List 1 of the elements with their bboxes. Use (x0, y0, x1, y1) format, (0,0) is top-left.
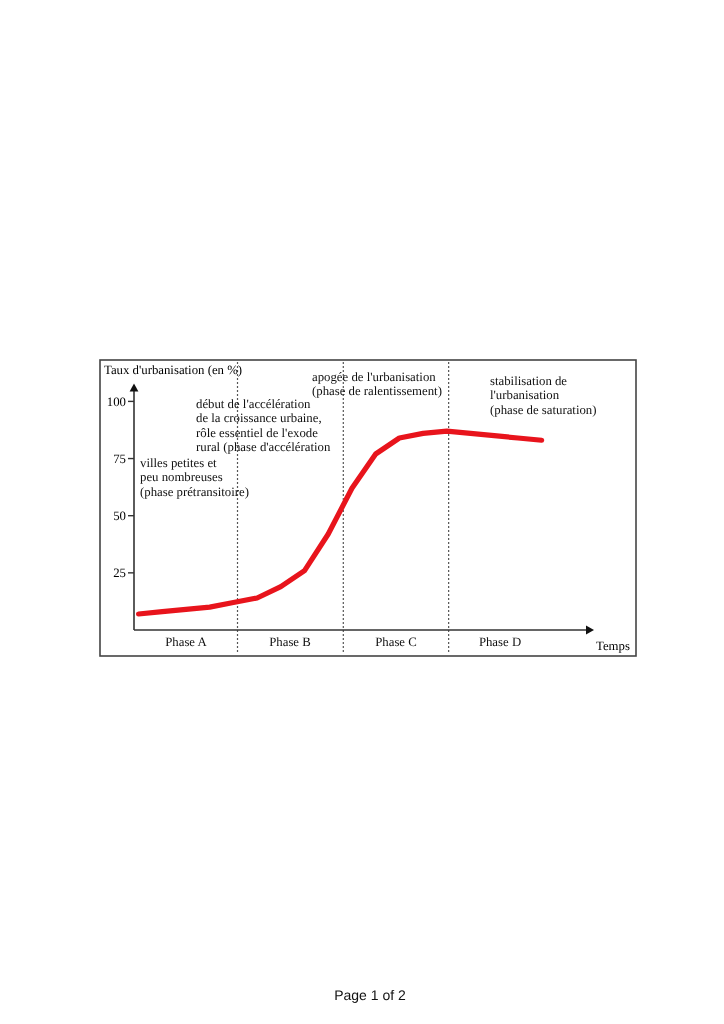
line-series (135, 428, 545, 617)
